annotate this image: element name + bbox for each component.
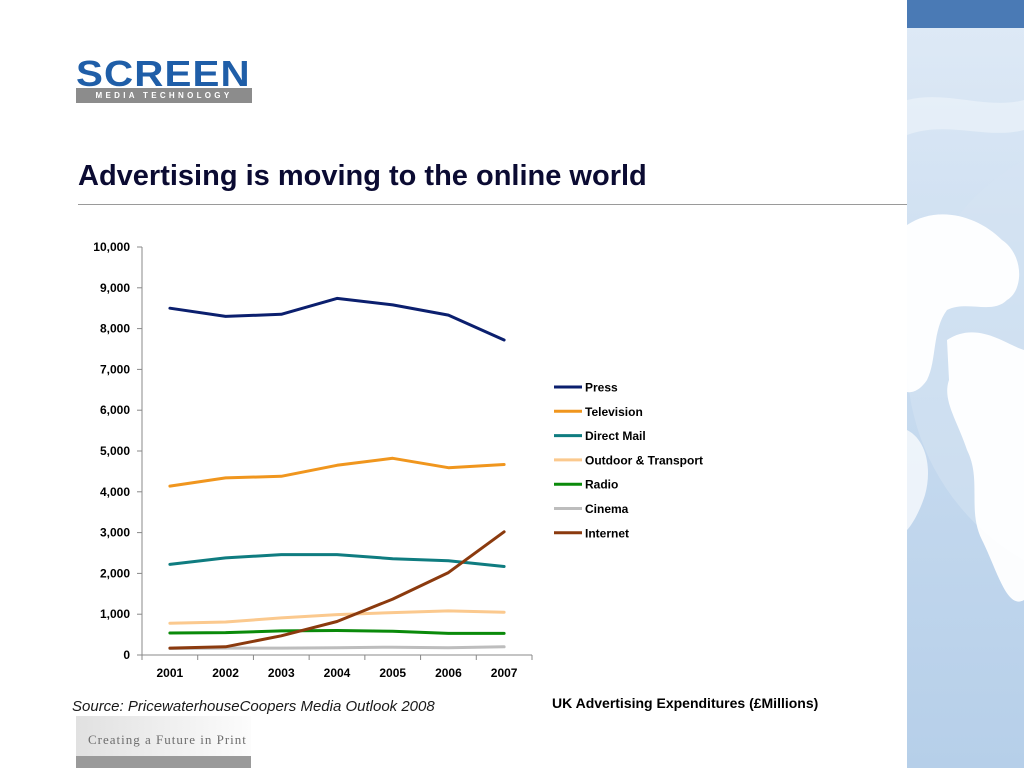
legend-label: Internet bbox=[585, 526, 629, 540]
title-divider bbox=[78, 204, 907, 205]
tagline-box: Creating a Future in Print bbox=[76, 716, 251, 756]
tagline-text: Creating a Future in Print bbox=[88, 732, 247, 747]
y-tick-label: 1,000 bbox=[100, 607, 130, 621]
legend-label: Radio bbox=[585, 478, 618, 492]
logo-wordmark: SCREEN bbox=[76, 53, 251, 94]
chart-caption: UK Advertising Expenditures (£Millions) bbox=[552, 695, 819, 711]
x-tick-label: 2002 bbox=[212, 666, 239, 680]
y-tick-label: 3,000 bbox=[100, 526, 130, 540]
x-tick-label: 2003 bbox=[268, 666, 295, 680]
series-line-outdoor-transport bbox=[168, 609, 506, 625]
logo-subtitle: MEDIA TECHNOLOGY bbox=[76, 88, 252, 103]
y-tick-label: 9,000 bbox=[100, 281, 130, 295]
x-tick-label: 2007 bbox=[491, 666, 518, 680]
page-title: Advertising is moving to the online worl… bbox=[78, 160, 647, 192]
legend-label: Press bbox=[585, 381, 618, 395]
series-line-direct-mail bbox=[168, 553, 506, 568]
y-tick-label: 6,000 bbox=[100, 403, 130, 417]
y-tick-label: 0 bbox=[123, 648, 130, 662]
legend-label: Television bbox=[585, 405, 643, 419]
x-tick-label: 2005 bbox=[379, 666, 406, 680]
y-tick-label: 10,000 bbox=[93, 240, 130, 254]
y-tick-label: 2,000 bbox=[100, 566, 130, 580]
panel-top-strip bbox=[907, 0, 1024, 28]
series-line-television bbox=[168, 456, 506, 488]
x-tick-label: 2006 bbox=[435, 666, 462, 680]
series-line-internet bbox=[168, 530, 506, 650]
legend-label: Cinema bbox=[585, 502, 629, 516]
y-tick-label: 5,000 bbox=[100, 444, 130, 458]
globe-image bbox=[907, 97, 1024, 602]
legend-label: Direct Mail bbox=[585, 429, 646, 443]
series-line-press bbox=[168, 296, 506, 342]
y-tick-label: 7,000 bbox=[100, 362, 130, 376]
footer-bar bbox=[76, 756, 251, 768]
side-decoration-panel bbox=[907, 0, 1024, 768]
tagline-background bbox=[76, 716, 251, 756]
x-tick-label: 2001 bbox=[157, 666, 184, 680]
source-note: Source: PricewaterhouseCoopers Media Out… bbox=[72, 698, 435, 715]
y-tick-label: 8,000 bbox=[100, 322, 130, 336]
series-line-radio bbox=[168, 629, 506, 635]
x-tick-label: 2004 bbox=[324, 666, 351, 680]
y-tick-label: 4,000 bbox=[100, 485, 130, 499]
line-chart: 0 1,000 2,000 3,000 4,000 5,000 6,000 7,000 8,00… bbox=[93, 240, 703, 680]
screen-logo: SCREEN MEDIA TECHNOLOGY bbox=[76, 56, 252, 104]
legend-label: Outdoor & Transport bbox=[585, 453, 703, 467]
